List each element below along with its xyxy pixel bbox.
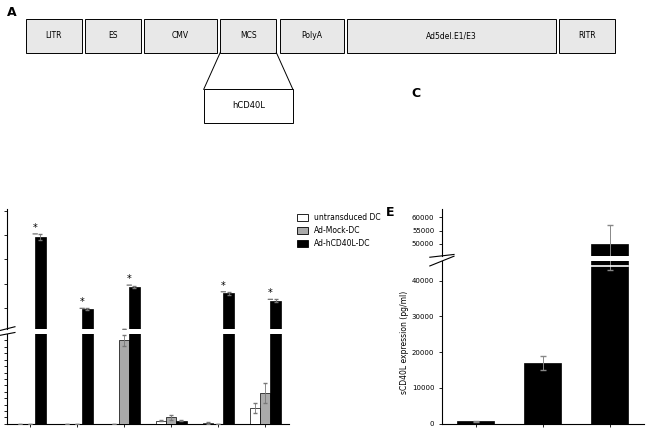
FancyBboxPatch shape [85, 19, 141, 53]
Text: ES: ES [108, 31, 118, 40]
FancyBboxPatch shape [559, 19, 615, 53]
Bar [83, 0, 92, 424]
Bar [129, 287, 140, 332]
Bar [525, 363, 561, 424]
Text: *: * [127, 274, 132, 284]
Bar [83, 309, 92, 332]
Text: A: A [6, 6, 16, 19]
Text: E: E [385, 206, 394, 219]
Bar [155, 421, 166, 424]
Text: *: * [32, 223, 38, 233]
Bar [260, 331, 270, 332]
Text: PolyA: PolyA [301, 31, 322, 40]
Bar [119, 341, 129, 424]
Text: *: * [80, 297, 84, 307]
Bar [525, 332, 561, 377]
Bar [119, 329, 129, 332]
Bar [260, 393, 270, 424]
Y-axis label: sCD40L expression (pg/ml): sCD40L expression (pg/ml) [400, 291, 409, 394]
Bar [250, 408, 260, 424]
FancyBboxPatch shape [144, 19, 217, 53]
Text: *: * [221, 281, 226, 291]
Bar [129, 0, 140, 424]
Bar [176, 421, 187, 424]
Bar [166, 417, 176, 424]
Text: hCD40L: hCD40L [232, 101, 265, 110]
FancyBboxPatch shape [280, 19, 344, 53]
FancyBboxPatch shape [25, 19, 82, 53]
Text: CMV: CMV [172, 31, 189, 40]
Legend: untransduced DC, Ad-Mock-DC, Ad-hCD40L-DC: untransduced DC, Ad-Mock-DC, Ad-hCD40L-D… [296, 213, 381, 248]
Text: C: C [411, 86, 421, 100]
Bar [457, 421, 494, 424]
Text: LITR: LITR [46, 31, 62, 40]
Text: Ad5del.E1/E3: Ad5del.E1/E3 [426, 31, 476, 40]
Bar [270, 300, 281, 332]
Bar [35, 0, 46, 424]
Bar [270, 0, 281, 424]
Bar [592, 245, 629, 424]
Text: *: * [268, 288, 273, 298]
FancyBboxPatch shape [347, 19, 556, 53]
Bar [592, 244, 629, 377]
Text: RITR: RITR [578, 31, 595, 40]
Bar [203, 423, 213, 424]
Bar [224, 0, 234, 424]
FancyBboxPatch shape [220, 19, 276, 53]
Text: MCS: MCS [240, 31, 257, 40]
Bar [224, 293, 234, 332]
Bar [35, 238, 46, 332]
FancyBboxPatch shape [203, 89, 293, 123]
Bar [457, 375, 494, 377]
